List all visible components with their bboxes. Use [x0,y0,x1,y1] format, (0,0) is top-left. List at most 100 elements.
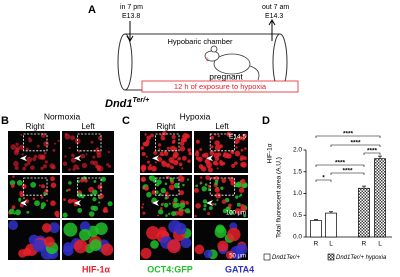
legend-label: Dnd1Ter/+ hypoxia [336,255,387,261]
cell [41,223,52,233]
cell [32,239,46,253]
cell [243,183,247,187]
cell [68,146,71,149]
inset-box [209,177,235,196]
error-bar [314,219,318,221]
y-tick-label: 1.5 [293,168,302,175]
cell [15,209,21,216]
stain-label: GATA4 [225,264,254,274]
bar [358,187,370,238]
error-bar [329,211,333,214]
significance-label: **** [343,131,354,138]
cell [209,135,214,140]
bar [310,220,322,238]
cell [44,189,49,194]
cell [234,150,241,157]
significance-label: **** [367,148,378,155]
cell [225,250,235,260]
cell [170,165,174,170]
cell [79,228,91,241]
scale-bar-label: 100 μm [226,211,246,217]
cell [38,184,41,187]
in-stage: E13.8 [122,13,140,20]
cell [221,178,227,183]
stain-legend: HIF-1α OCT4:GFP GATA4 [82,264,254,274]
cell [214,140,220,146]
exposure-box [141,80,299,93]
cell [154,161,157,164]
cell [172,202,179,209]
cell [146,226,160,240]
error-bar [362,185,366,189]
cell [70,135,76,141]
cell [195,184,199,188]
mouse-icon [204,45,260,81]
panel-label: A [88,4,96,16]
cell [161,160,166,165]
cell [65,189,69,192]
cell [173,197,178,203]
cell [77,207,83,213]
cell [141,206,144,209]
arrowhead [74,199,81,206]
cell [164,196,168,200]
micrograph [8,220,60,260]
micrograph [194,220,248,260]
cell [223,152,227,155]
cell [50,200,56,207]
inset-box [155,177,180,196]
cell [215,162,219,166]
cell [41,184,45,189]
cell [8,220,19,231]
cell [174,222,187,235]
cell [88,211,95,217]
cell [166,175,170,180]
cell [106,163,110,167]
cell [194,151,200,157]
cell [98,193,104,199]
cell [219,161,224,166]
cell [21,183,27,189]
cell [142,203,145,206]
cell [8,208,15,215]
cell [12,175,15,178]
cell [231,163,236,168]
cell [67,198,73,204]
cell [68,168,71,171]
cell [209,150,215,156]
cell [179,145,186,152]
cell [26,156,33,163]
cell [235,195,239,199]
cell [217,240,229,252]
cell [222,154,226,157]
cell [168,212,171,216]
cell [25,147,29,151]
cell [180,237,192,249]
cell [10,184,15,188]
cell [32,197,36,201]
cell [186,178,190,181]
cell [195,139,200,144]
cell [185,201,189,205]
cell [18,199,21,202]
column-label: Left [81,122,95,131]
panel-title: Normoxia [44,111,81,121]
micrograph [8,131,60,173]
cell [63,222,78,237]
arrow-out [268,19,276,41]
column-label: Right [157,122,176,131]
cell [9,180,16,186]
cell [243,214,247,218]
cell [203,207,206,211]
cell [179,202,186,209]
stain-label: OCT4:GFP [147,264,193,274]
cell [89,239,102,251]
cell [227,227,241,242]
cell [64,155,67,158]
cell [214,176,220,182]
cell [168,156,175,163]
cell [142,211,146,215]
cell [160,206,163,210]
cell [205,175,211,181]
y-title: HIF-1α [267,143,274,163]
